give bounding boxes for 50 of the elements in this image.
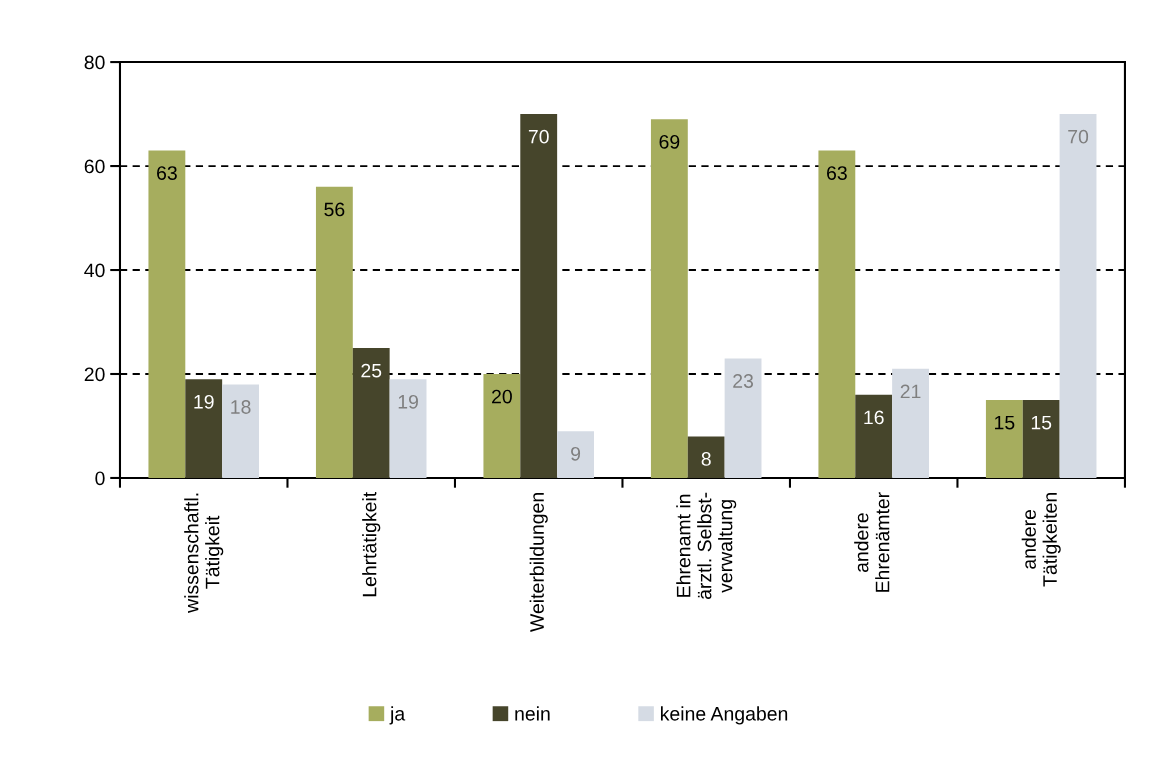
data-label: 63 xyxy=(157,166,177,180)
bar xyxy=(818,150,856,478)
data-label: 20 xyxy=(492,389,512,404)
x-tick-label: andere Ehrenämter xyxy=(854,492,890,592)
bar xyxy=(650,119,688,478)
data-label: 15 xyxy=(1031,415,1052,430)
data-label: 56 xyxy=(324,202,345,217)
bar xyxy=(557,431,594,478)
data-label: 70 xyxy=(528,129,549,144)
legend-label: nein xyxy=(515,706,550,721)
y-tick-label: 80 xyxy=(84,55,105,70)
y-tick-label: 20 xyxy=(84,367,105,382)
data-label: 69 xyxy=(659,134,680,149)
x-tick-label: Lehrtätigkeit xyxy=(362,491,381,597)
data-label: 18 xyxy=(231,400,251,414)
data-label: 19 xyxy=(194,394,214,409)
data-label: 16 xyxy=(864,410,884,425)
data-label: 15 xyxy=(995,415,1015,430)
data-label: 9 xyxy=(571,446,581,461)
bar xyxy=(315,186,353,478)
bar xyxy=(892,368,929,478)
bar xyxy=(724,358,762,478)
data-label: 21 xyxy=(900,384,921,399)
x-tick-label: wissenschaftl. Tätigkeit xyxy=(184,493,224,613)
bar xyxy=(148,150,186,478)
bar xyxy=(1059,114,1097,478)
legend-label: ja xyxy=(389,706,406,725)
data-label: 19 xyxy=(398,394,418,409)
y-tick-label: 40 xyxy=(84,263,105,278)
bar xyxy=(222,384,259,478)
bar xyxy=(855,394,893,478)
y-tick-label: 0 xyxy=(95,471,105,486)
data-label: 70 xyxy=(1068,129,1089,144)
bar xyxy=(185,379,223,478)
data-label: 25 xyxy=(361,363,382,378)
y-tick-label: 60 xyxy=(84,159,105,174)
bar xyxy=(687,436,725,478)
legend-label: keine Angaben xyxy=(661,706,788,725)
bar xyxy=(985,399,1023,478)
bar xyxy=(389,379,427,478)
bar xyxy=(352,348,390,478)
x-tick-label: andere Tätigkeiten xyxy=(1021,493,1061,587)
bar xyxy=(520,114,558,478)
data-label: 23 xyxy=(733,374,754,388)
bar xyxy=(1022,399,1060,478)
bar xyxy=(483,374,521,478)
data-label: 63 xyxy=(827,166,847,180)
x-tick-label: Weiterbildungen xyxy=(529,493,548,632)
x-tick-label: Ehrenamt in ärztl. Selbst- verwaltung xyxy=(676,492,737,600)
data-label: 8 xyxy=(701,452,711,466)
